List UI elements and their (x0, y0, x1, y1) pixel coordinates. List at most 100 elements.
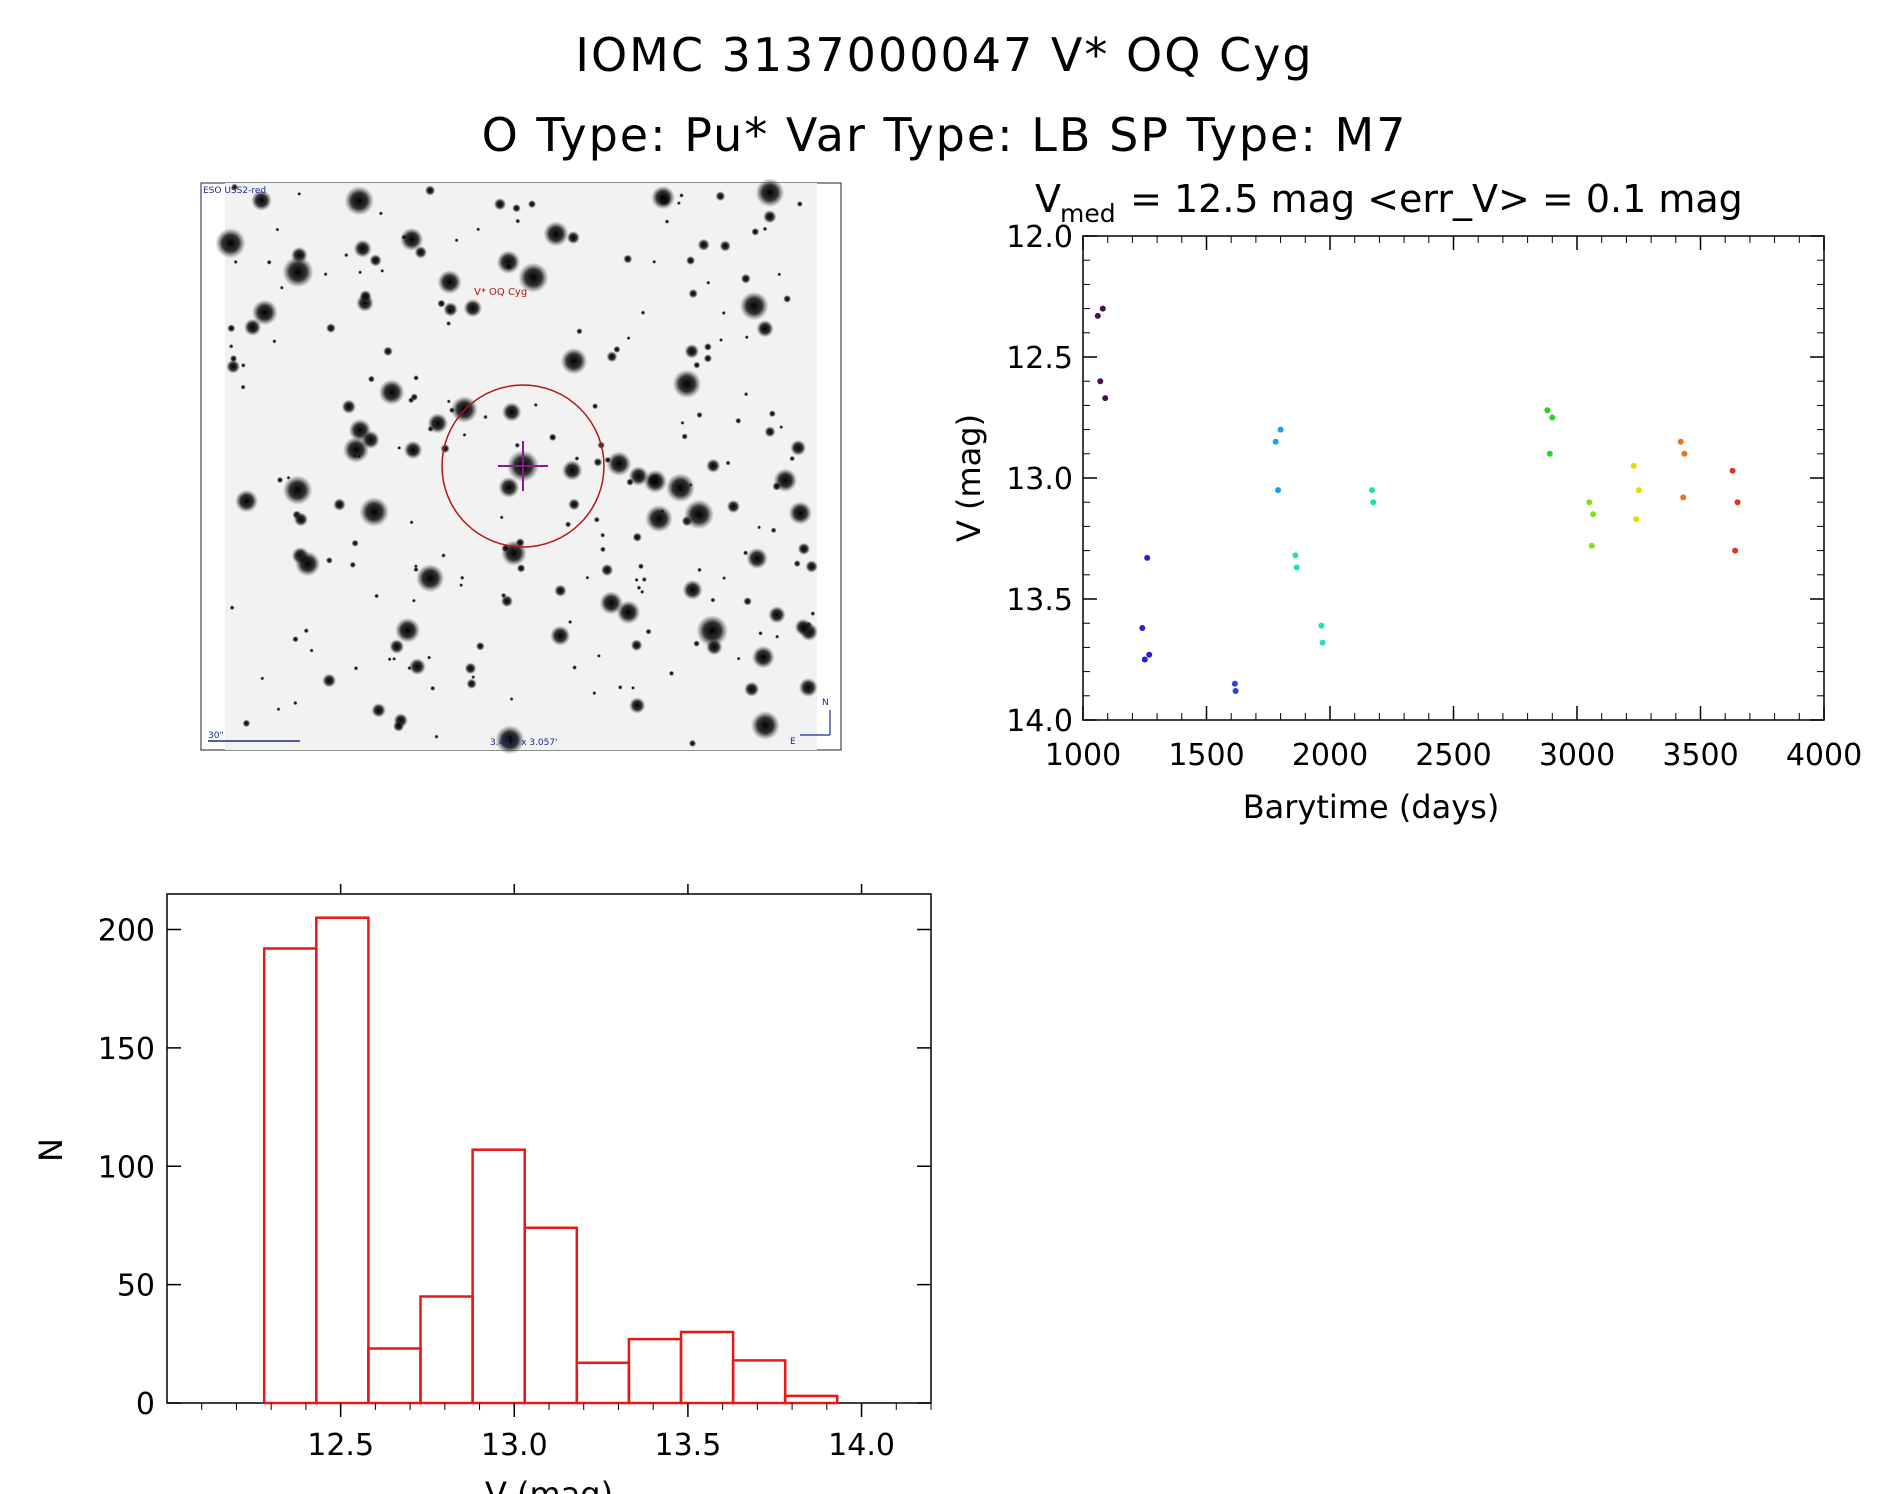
star (561, 460, 583, 481)
star (751, 227, 760, 236)
histogram-bar (419, 1295, 474, 1405)
star (359, 497, 390, 527)
star (798, 677, 818, 698)
star (726, 499, 741, 514)
star (356, 454, 362, 459)
star (640, 310, 646, 316)
x-tick-label: 2000 (1292, 738, 1368, 773)
data-point (1729, 467, 1736, 474)
star (763, 210, 777, 224)
x-tick-label: 13.5 (655, 1428, 722, 1463)
star (464, 662, 477, 675)
star (681, 433, 688, 440)
star (466, 678, 477, 689)
light-curve-x-label: Barytime (days) (1243, 788, 1500, 826)
star (682, 579, 703, 601)
star (427, 413, 449, 434)
light-curve-title-sub: med (1060, 199, 1116, 228)
star (434, 734, 439, 739)
data-point (1144, 554, 1151, 561)
star (632, 532, 642, 542)
star (309, 648, 314, 653)
star (233, 259, 238, 265)
star (746, 547, 768, 570)
star (516, 564, 526, 573)
star (651, 185, 675, 210)
star (493, 198, 507, 211)
star (272, 339, 277, 344)
data-point (1546, 450, 1553, 457)
histogram-bar (471, 1148, 526, 1405)
star (793, 560, 801, 568)
star (353, 665, 359, 671)
histogram-y-label: N (32, 1138, 70, 1162)
star (393, 720, 405, 732)
star (665, 473, 696, 503)
star (413, 375, 419, 381)
aperture-circle (441, 384, 605, 548)
survey-label: ESO USS2-red (203, 186, 266, 196)
star (572, 665, 577, 670)
star (427, 655, 432, 660)
data-point (1293, 564, 1300, 571)
star (777, 272, 782, 277)
star (292, 636, 299, 643)
x-tick-label: 1000 (1045, 738, 1121, 773)
star (471, 675, 476, 680)
star (374, 593, 379, 599)
star (566, 231, 580, 245)
star (251, 190, 272, 211)
chart-subtitle: O Type: Pu* Var Type: LB SP Type: M7 (481, 108, 1408, 162)
star (565, 521, 572, 528)
data-point (1734, 499, 1741, 506)
star (693, 640, 700, 647)
star (408, 658, 426, 676)
star (359, 290, 372, 303)
star (462, 432, 467, 437)
star (518, 262, 549, 293)
star (722, 576, 727, 581)
star (725, 460, 731, 466)
star (604, 456, 612, 464)
star (343, 436, 370, 463)
star (600, 532, 606, 538)
star (229, 605, 235, 611)
star (645, 628, 652, 635)
star (744, 335, 749, 340)
data-point (1318, 622, 1325, 629)
star (378, 211, 383, 216)
star (739, 291, 769, 321)
star (303, 628, 309, 634)
star (414, 246, 428, 259)
star (463, 298, 483, 318)
data-point (1588, 542, 1595, 549)
star (446, 399, 451, 404)
star (697, 238, 710, 251)
star (626, 478, 634, 486)
star (293, 700, 298, 706)
star (543, 221, 569, 247)
x-tick-label: 13.0 (481, 1428, 548, 1463)
compass-north-label: N (822, 698, 829, 708)
star (352, 453, 358, 458)
star (226, 359, 241, 374)
star (715, 191, 726, 202)
star (606, 351, 618, 363)
star (527, 200, 537, 209)
star (696, 411, 703, 419)
y-tick-label: 100 (98, 1150, 155, 1185)
star (706, 458, 721, 473)
star (810, 611, 816, 616)
star (275, 227, 280, 232)
star (783, 294, 792, 303)
star (367, 375, 375, 383)
star (568, 619, 573, 625)
star (358, 270, 363, 275)
star (276, 707, 281, 712)
star (437, 270, 462, 295)
data-point (1275, 487, 1282, 494)
y-tick-label: 14.0 (1006, 704, 1073, 739)
star (797, 542, 811, 556)
star (756, 320, 774, 338)
